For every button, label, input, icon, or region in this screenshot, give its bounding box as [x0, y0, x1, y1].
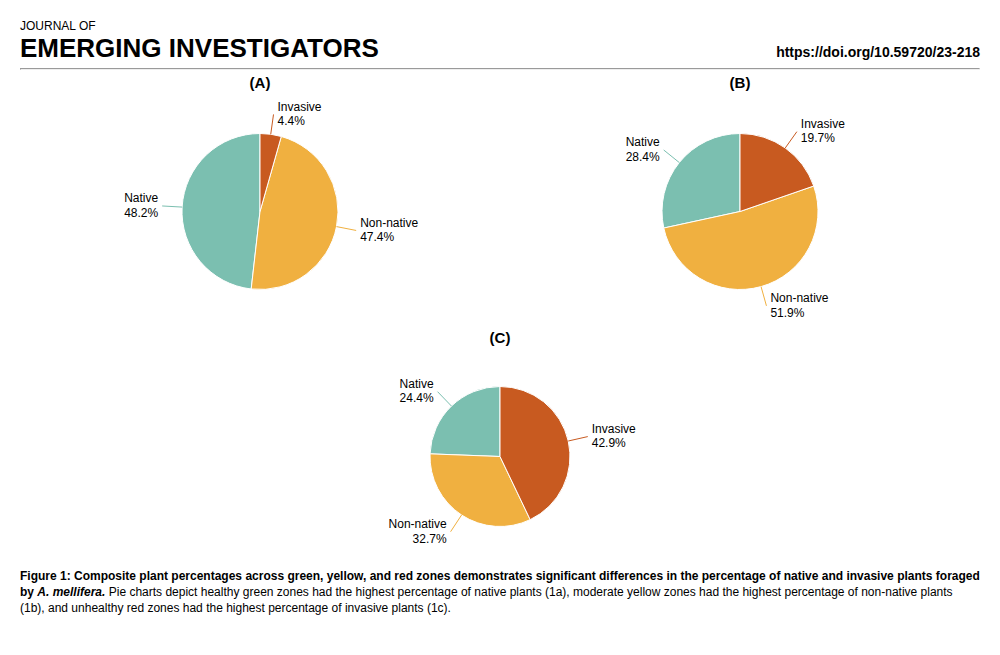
svg-text:Non-native47.4%: Non-native47.4% — [360, 216, 418, 244]
svg-text:Non-native51.9%: Non-native51.9% — [770, 291, 828, 319]
html-text:Figure 1: Composite plant perc: Figure 1: Composite plant percentages ac… — [20, 569, 980, 616]
html-text:(A): (A) — [249, 74, 271, 91]
svg-text:Invasive19.7%: Invasive19.7% — [801, 117, 845, 145]
svg-text:Native28.4%: Native28.4% — [626, 135, 660, 163]
svg-text:Invasive42.9%: Invasive42.9% — [592, 422, 636, 450]
svg-text:Native48.2%: Native48.2% — [124, 191, 158, 219]
html-text:EMERGING INVESTIGATORS: EMERGING INVESTIGATORS — [20, 33, 379, 63]
html-text:(B): (B) — [729, 74, 751, 91]
html-text:(C): (C) — [489, 329, 511, 346]
html-text:JOURNAL OF: JOURNAL OF — [20, 19, 96, 33]
svg-text:Non-native32.7%: Non-native32.7% — [389, 517, 447, 545]
svg-text:Invasive4.4%: Invasive4.4% — [278, 100, 322, 128]
svg-text:Native24.4%: Native24.4% — [400, 377, 434, 405]
html-text:https://doi.org/10.59720/23-21: https://doi.org/10.59720/23-218 — [776, 44, 980, 60]
